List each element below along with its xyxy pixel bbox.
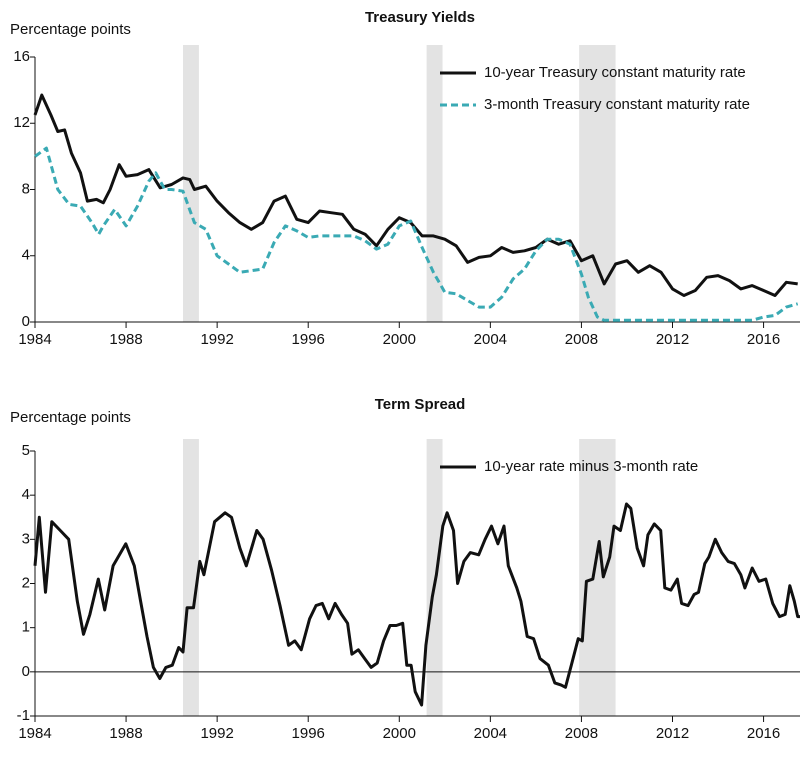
recession-band xyxy=(426,45,443,322)
y-tick-label: 4 xyxy=(22,486,30,503)
y-tick-label: 4 xyxy=(22,247,30,264)
x-tick-label: 2008 xyxy=(565,725,598,742)
y-axis-label: Percentage points xyxy=(10,409,131,426)
y-tick-label: 12 xyxy=(13,114,30,131)
y-tick-label: 1 xyxy=(22,619,30,636)
x-tick-label: 1988 xyxy=(109,331,142,348)
x-tick-label: 2016 xyxy=(747,725,780,742)
x-tick-label: 2000 xyxy=(383,331,416,348)
x-tick-label: 2016 xyxy=(747,331,780,348)
series-line xyxy=(33,502,800,707)
y-tick-label: 5 xyxy=(22,442,30,459)
x-tick-label: 2004 xyxy=(474,331,507,348)
chart-title: Term Spread xyxy=(375,396,466,413)
x-tick-label: 1984 xyxy=(18,725,51,742)
x-tick-label: 2000 xyxy=(383,725,416,742)
y-tick-label: 3 xyxy=(22,530,30,547)
series-line xyxy=(33,93,798,297)
x-tick-label: 2004 xyxy=(474,725,507,742)
y-tick-label: 8 xyxy=(22,180,30,197)
x-tick-label: 1996 xyxy=(292,725,325,742)
legend-label: 10-year rate minus 3-month rate xyxy=(484,458,698,475)
y-tick-label: -1 xyxy=(17,707,30,724)
legend-label: 10-year Treasury constant maturity rate xyxy=(484,64,746,81)
x-tick-label: 1992 xyxy=(200,331,233,348)
recession-band xyxy=(579,439,616,716)
y-tick-label: 0 xyxy=(22,663,30,680)
recession-band xyxy=(579,45,616,322)
x-tick-label: 2012 xyxy=(656,331,689,348)
y-axis-label: Percentage points xyxy=(10,21,131,38)
x-tick-label: 1988 xyxy=(109,725,142,742)
x-tick-label: 1984 xyxy=(18,331,51,348)
recession-band xyxy=(182,439,199,716)
legend-label: 3-month Treasury constant maturity rate xyxy=(484,96,750,113)
x-tick-label: 1996 xyxy=(292,331,325,348)
y-tick-label: 0 xyxy=(22,313,30,330)
y-tick-label: 2 xyxy=(22,574,30,591)
y-tick-label: 16 xyxy=(13,48,30,65)
x-tick-label: 1992 xyxy=(200,725,233,742)
series-line xyxy=(34,146,799,322)
x-tick-label: 2012 xyxy=(656,725,689,742)
chart-title: Treasury Yields xyxy=(365,9,475,26)
x-tick-label: 2008 xyxy=(565,331,598,348)
